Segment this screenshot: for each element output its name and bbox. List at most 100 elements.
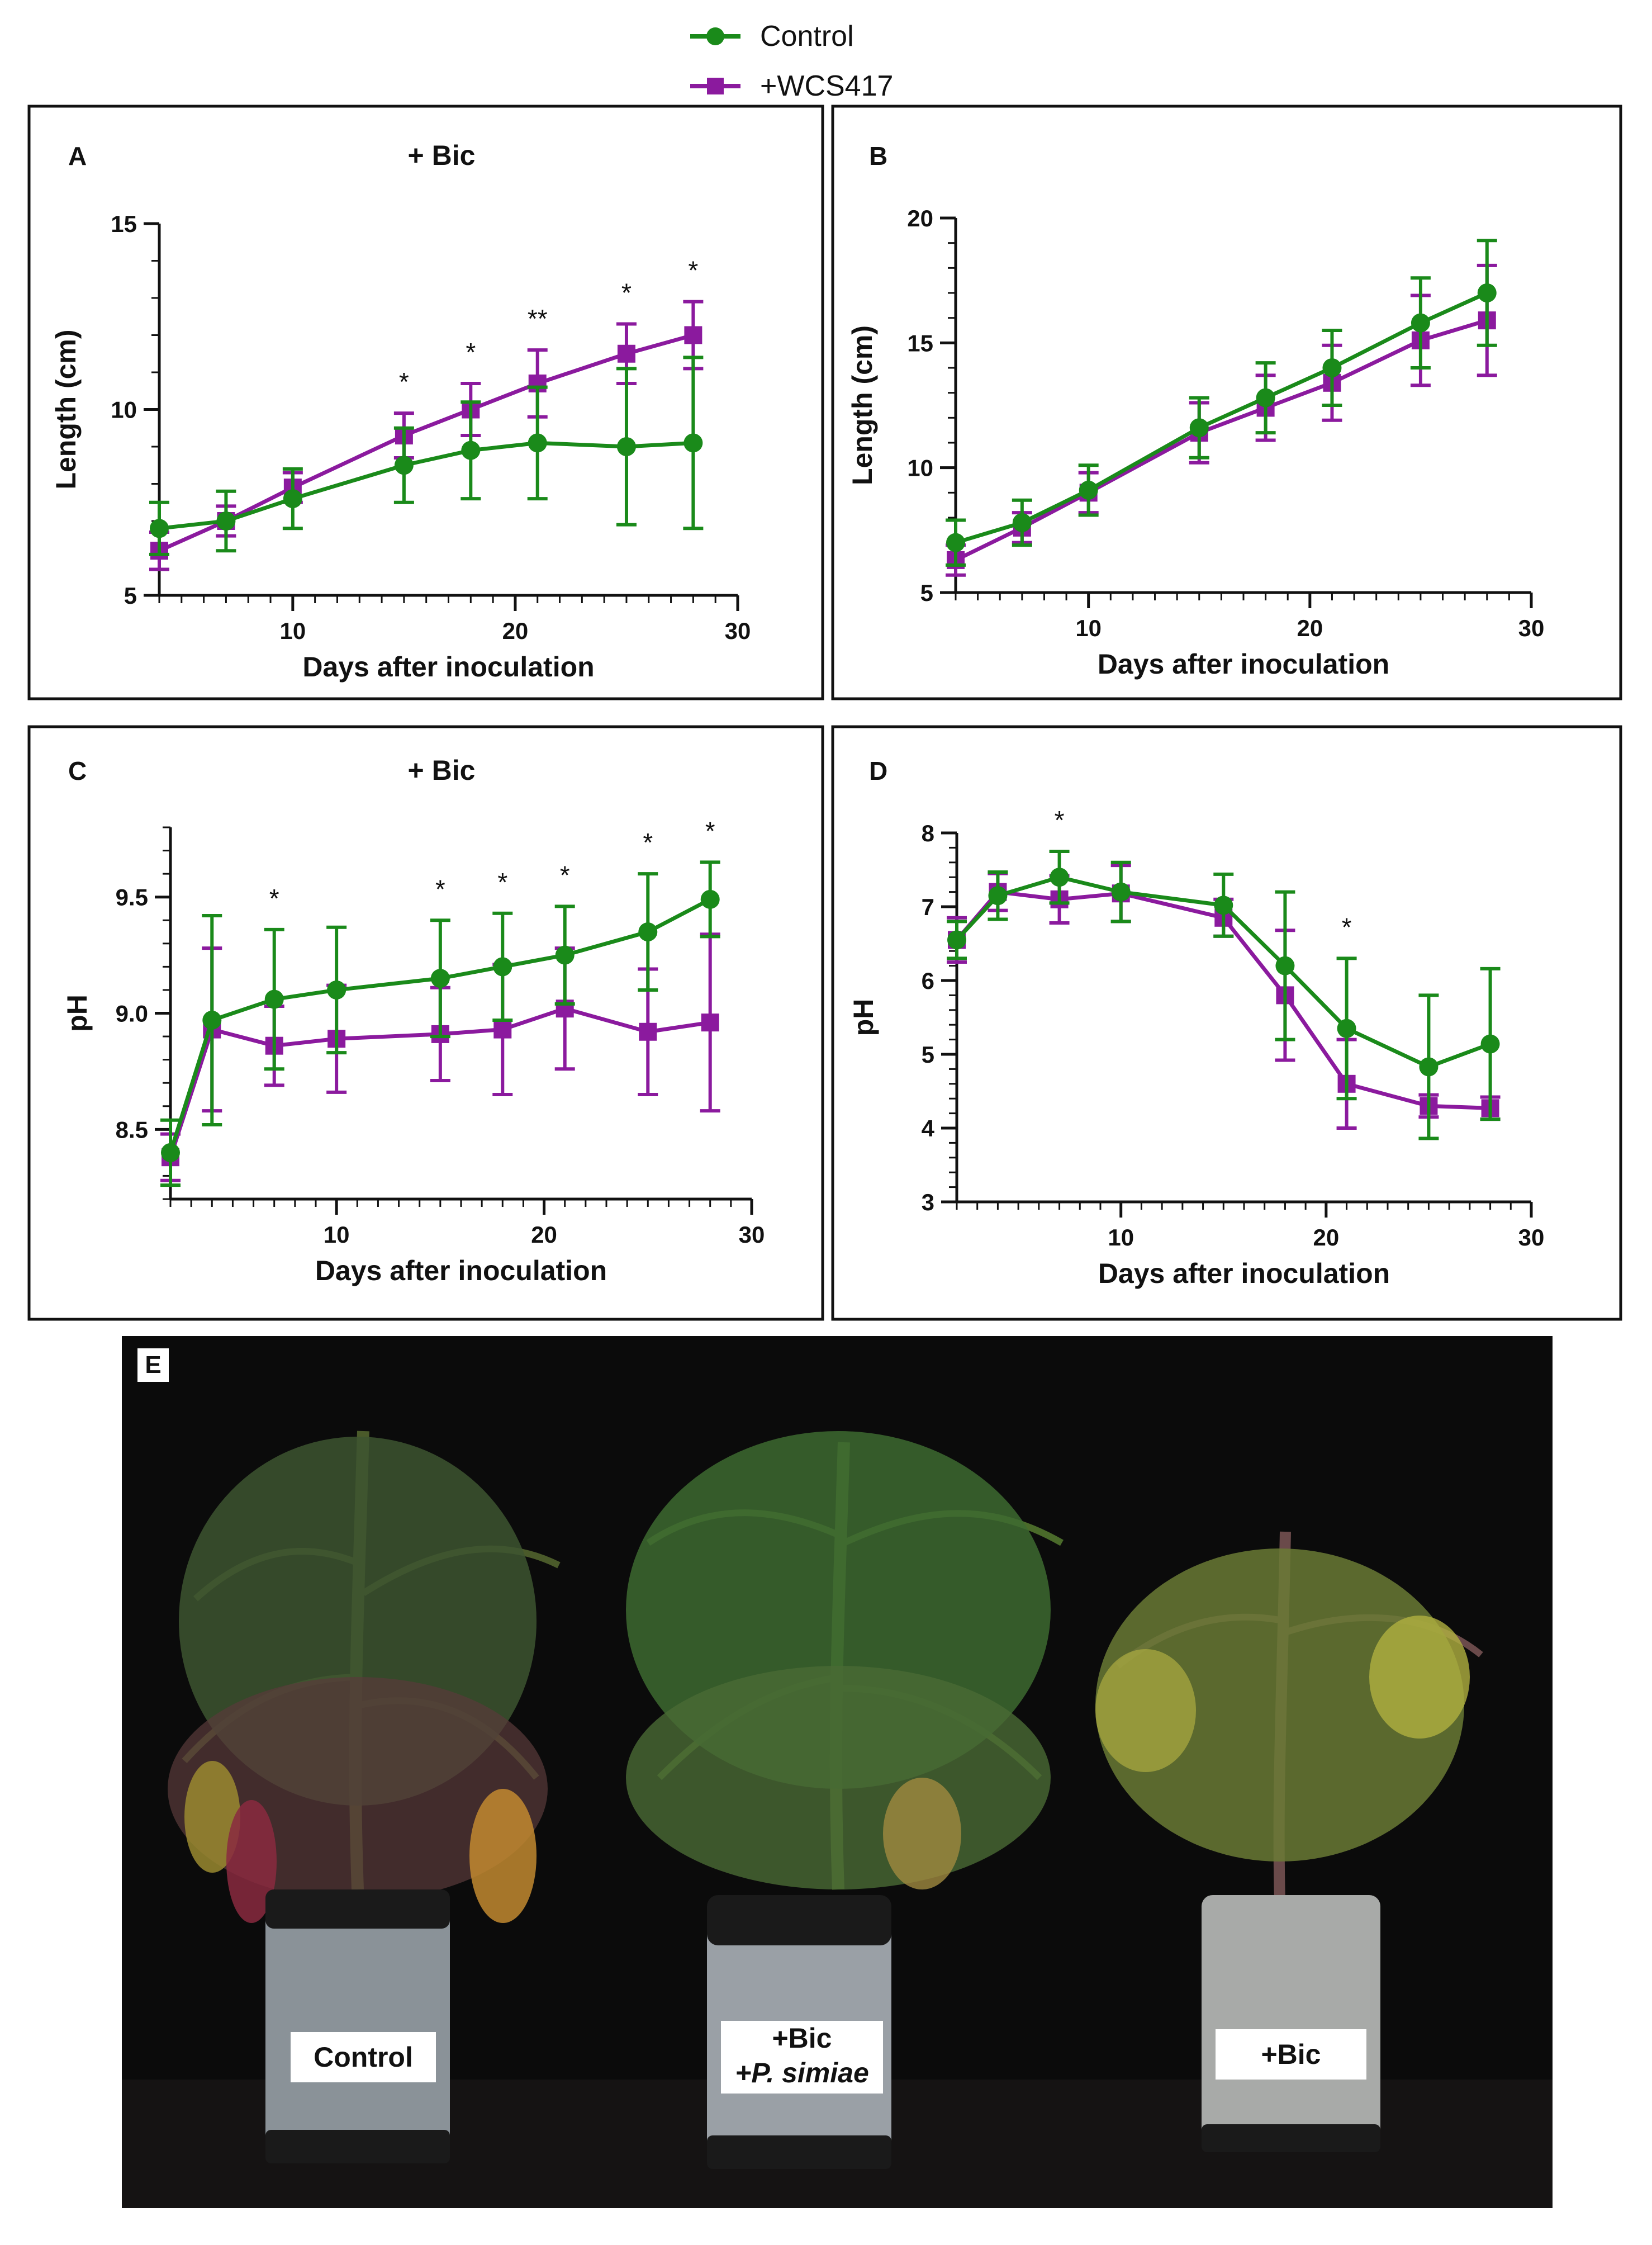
panel-a-y-tick-label: 15 — [111, 211, 137, 237]
panel-c-significance-label: * — [497, 868, 507, 897]
photo-label-bic: +Bic — [1216, 2029, 1366, 2080]
panel-d-y-label: pH — [848, 999, 879, 1036]
chart-panel-d: 3 4 5 6 7 8 10 20 30 Days after inoculation pH * * — [848, 806, 1544, 1289]
photo-label-bic-simiae: +Bic +P. simiae — [721, 2021, 883, 2094]
panel-c-x-label: Days after inoculation — [315, 1255, 607, 1286]
panel-a-y-tick-label: 10 — [111, 397, 137, 423]
legend-wcs-marker — [707, 78, 724, 94]
panel-a-wcs417-point — [684, 326, 702, 344]
panel-d-control-point — [1337, 1019, 1356, 1038]
panel-b-control-point — [1079, 480, 1098, 500]
panel-d-x-tick-label: 10 — [1108, 1224, 1134, 1251]
panel-d-y-tick-label: 6 — [922, 968, 934, 994]
panel-b-y-tick-label: 15 — [907, 330, 933, 356]
panel-b-y-tick-label: 5 — [920, 580, 933, 606]
panel-d-y-tick-label: 4 — [922, 1115, 935, 1142]
plant-bic-foliage — [1095, 1548, 1464, 1862]
photo-panel-letter: E — [137, 1348, 169, 1382]
panel-b-x-label: Days after inoculation — [1098, 648, 1389, 680]
panel-a-significance-label: * — [399, 367, 409, 396]
panel-c-subtitle: + Bic — [408, 755, 476, 786]
panel-a-control-point — [528, 433, 547, 453]
panel-c-control-point — [327, 980, 346, 1000]
panel-d-frame — [831, 725, 1622, 1321]
panel-c-control-point — [430, 969, 450, 988]
panel-d-y-tick-label: 5 — [922, 1041, 934, 1068]
plant-bic-pot — [1202, 1895, 1380, 2152]
panel-c-control-point — [700, 889, 720, 909]
plant-control-yellow-leaf — [469, 1789, 537, 1923]
panel-b-wcs417-line — [955, 318, 1488, 562]
legend-control-label: Control — [760, 20, 854, 53]
plant-bic — [1095, 1531, 1483, 2152]
panel-d-y-tick-label: 8 — [922, 820, 934, 846]
photo-label-bic-line: +Bic — [772, 2023, 832, 2054]
panel-b-x-tick-label: 30 — [1518, 615, 1545, 641]
panel-c-significance-label: * — [269, 884, 279, 913]
plant-control-pot-top — [265, 1889, 450, 1929]
panel-d-x-tick-label: 20 — [1313, 1224, 1339, 1251]
panel-a-x-tick-label: 10 — [279, 618, 306, 644]
photo-label-simiae-line: +P. simiae — [735, 2057, 869, 2088]
panel-b-control-point — [1322, 358, 1342, 377]
panel-a-frame — [27, 105, 824, 700]
panel-a-significance-label: * — [688, 256, 698, 285]
panel-c-wcs417-point — [639, 1022, 657, 1041]
panel-b-y-tick-label: 20 — [907, 205, 933, 231]
panel-a-letter: A — [68, 141, 87, 170]
plant-control-pot-base — [265, 2130, 450, 2163]
plant-bic-simiae-foliage-lower — [626, 1666, 1051, 1889]
panel-c-y-tick-label: 9.0 — [116, 1001, 148, 1027]
panel-c-significance-label: * — [643, 828, 653, 857]
plant-bic-yellow-leaves-2 — [1095, 1649, 1196, 1772]
panel-b-control-point — [1012, 513, 1032, 532]
plant-control-red-leaf — [226, 1800, 277, 1923]
plant-bic-simiae-pot-base — [707, 2135, 891, 2169]
panel-d-control-point — [1275, 956, 1295, 975]
panel-a-control-point — [216, 511, 236, 531]
panel-c-y-tick-label: 8.5 — [116, 1116, 148, 1143]
panel-d-letter: D — [869, 756, 887, 785]
panel-d-control-point — [988, 886, 1008, 906]
panel-c-significance-label: * — [435, 874, 445, 903]
panel-a-control-point — [283, 489, 302, 509]
panel-c-x-tick-label: 20 — [531, 1221, 557, 1248]
panel-c-significance-label: * — [560, 860, 570, 889]
panel-a-x-label: Days after inoculation — [302, 651, 594, 683]
panel-d-y-tick-label: 7 — [922, 894, 934, 920]
panel-c-control-point — [202, 1010, 222, 1030]
panel-c-x-tick-label: 10 — [324, 1221, 350, 1248]
panel-c-control-point — [264, 989, 284, 1009]
plant-bic-yellow-leaves — [1369, 1616, 1470, 1739]
panel-b-x-tick-label: 10 — [1075, 615, 1102, 641]
panel-a-control-point — [461, 441, 481, 460]
panel-a-significance-label: ** — [528, 304, 548, 333]
plant-control-yellow-leaf-2 — [184, 1761, 240, 1873]
panel-b-y-tick-label: 10 — [907, 455, 933, 481]
panel-b-control-point — [1189, 418, 1209, 438]
panel-a-control-point — [150, 519, 169, 538]
panel-d-control-point — [1214, 896, 1233, 915]
panel-b-x-tick-label: 20 — [1297, 615, 1323, 641]
panel-d-significance-label: * — [1342, 912, 1352, 941]
panel-c-letter: C — [68, 756, 87, 785]
panel-a-significance-label: * — [466, 338, 476, 367]
panel-d-control-point — [1111, 882, 1131, 902]
chart-panel-a: + Bic 5 10 15 10 20 30 Days after inoculation Le… — [50, 140, 751, 683]
legend-wcs-label: +WCS417 — [760, 70, 893, 102]
panel-b-control-line — [955, 291, 1488, 545]
panel-a-subtitle: + Bic — [408, 140, 476, 171]
panel-b-letter: B — [869, 141, 887, 170]
panel-d-significance-label: * — [1055, 806, 1065, 835]
panel-a-significance-label: * — [621, 278, 632, 307]
panel-a-x-tick-label: 30 — [725, 618, 751, 644]
panel-a-y-label: Length (cm) — [50, 329, 82, 489]
panel-a-x-tick-label: 20 — [502, 618, 529, 644]
panel-d-y-tick-label: 3 — [922, 1189, 934, 1215]
panel-c-y-label: pH — [61, 994, 93, 1032]
panel-d-control-point — [1050, 868, 1069, 887]
panel-c-y-tick-label: 9.5 — [116, 884, 148, 911]
legend: Control +WCS417 — [690, 20, 893, 102]
panel-c-control-point — [555, 945, 575, 965]
